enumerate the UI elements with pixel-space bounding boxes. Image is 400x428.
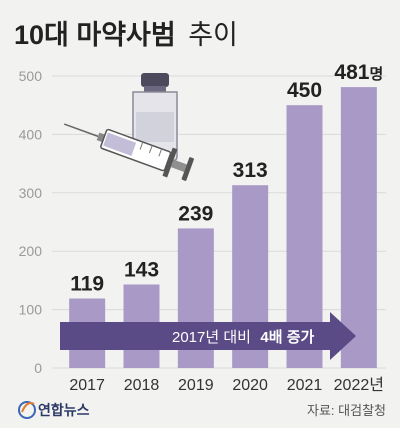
y-tick-label: 300 [19,185,43,201]
y-tick-label: 400 [19,126,43,142]
brand-logo: 연합뉴스 [18,401,90,419]
y-tick-label: 0 [34,360,42,376]
chart-title-bold: 10대 마약사범 [14,20,176,50]
data-label-value: 450 [287,79,322,102]
growth-arrow-prefix: 2017년 대비 [172,329,251,346]
data-label-value: 119 [70,273,104,296]
brand-name: 연합뉴스 [38,402,90,418]
value-labels: 119 143 239 313 450 481명 [70,61,383,295]
data-label-unit: 명 [369,65,383,83]
source-note: 자료: 대검찰청 [307,403,386,418]
data-label: 143 [124,258,159,281]
y-tick-label: 500 [19,68,43,84]
data-label-value: 239 [178,202,213,225]
data-label: 119 [70,273,104,296]
growth-arrow-emphasis: 4배 증가 [260,329,314,346]
chart-title: 10대 마약사범 추이 [14,20,238,50]
growth-arrow-label: 2017년 대비 4배 증가 [172,329,315,346]
x-tick-label: 2022년 [334,376,384,394]
growth-arrow-shape [60,312,356,360]
data-label-value: 481 [334,61,369,84]
growth-arrow: 2017년 대비 4배 증가 [60,312,356,360]
y-tick-label: 200 [19,243,43,259]
data-label: 313 [233,159,268,182]
data-label: 239 [178,202,213,225]
x-tick-label: 2021 [287,377,323,394]
data-label: 450 [287,79,322,102]
chart-title-light: 추이 [188,20,238,50]
data-label-value: 313 [233,159,268,182]
x-tick-label: 2017 [69,377,105,394]
x-tick-label: 2019 [178,377,214,394]
y-tick-label: 100 [19,302,43,318]
bar [340,87,377,368]
data-label: 481명 [334,61,383,84]
y-axis: 0 100 200 300 400 500 [19,68,43,376]
x-axis: 2017 2018 2019 2020 2021 2022년 [69,376,384,394]
syringe-vial-icon [63,73,194,181]
data-label-value: 143 [124,258,159,281]
x-tick-label: 2020 [232,377,268,394]
x-tick-label: 2018 [124,377,160,394]
